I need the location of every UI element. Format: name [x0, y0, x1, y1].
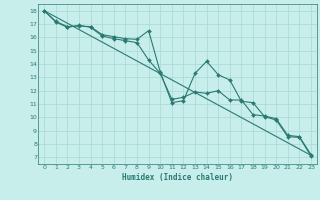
X-axis label: Humidex (Indice chaleur): Humidex (Indice chaleur)	[122, 173, 233, 182]
